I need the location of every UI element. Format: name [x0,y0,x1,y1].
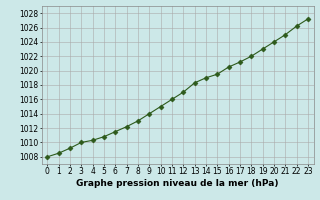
X-axis label: Graphe pression niveau de la mer (hPa): Graphe pression niveau de la mer (hPa) [76,179,279,188]
